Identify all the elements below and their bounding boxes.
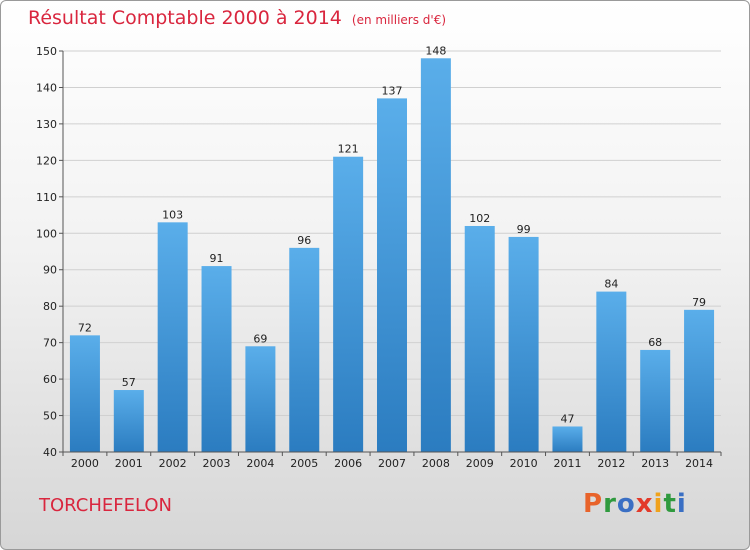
logo-letter: o [616, 489, 636, 519]
value-label: 102 [469, 212, 490, 225]
x-tick-label: 2006 [334, 457, 362, 470]
bar [508, 236, 539, 452]
y-tick-label: 130 [36, 118, 57, 131]
bar [377, 98, 407, 453]
value-label: 57 [122, 376, 136, 389]
y-tick-label: 150 [36, 45, 57, 58]
value-label: 47 [560, 412, 574, 425]
value-label: 121 [338, 143, 359, 156]
value-label: 137 [382, 84, 403, 97]
bar [420, 58, 451, 453]
bar [552, 426, 583, 452]
bar [113, 390, 144, 452]
x-tick-label: 2013 [641, 457, 669, 470]
logo-letter: t [663, 489, 677, 519]
y-tick-label: 110 [36, 191, 57, 204]
value-label: 84 [604, 278, 618, 291]
x-tick-label: 2010 [510, 457, 538, 470]
bar [333, 156, 364, 452]
x-tick-label: 2003 [203, 457, 231, 470]
y-tick-label: 140 [36, 81, 57, 94]
bar [69, 335, 100, 452]
x-tick-label: 2012 [597, 457, 625, 470]
value-label: 91 [210, 252, 224, 265]
x-tick-label: 2011 [553, 457, 581, 470]
logo-letter: i [676, 489, 687, 519]
bar [289, 247, 320, 452]
x-tick-label: 2004 [246, 457, 274, 470]
value-label: 148 [425, 44, 446, 57]
chart-unit-label: (en milliers d'€) [351, 13, 447, 27]
value-label: 79 [692, 296, 706, 309]
value-label: 103 [162, 208, 183, 221]
x-tick-label: 2009 [466, 457, 494, 470]
chart-title: Résultat Comptable 2000 à 2014 (en millie… [28, 7, 446, 29]
logo-letter: r [603, 489, 617, 519]
axes [59, 50, 722, 456]
logo-letter: P [583, 489, 604, 519]
chart-title-text: Résultat Comptable 2000 à 2014 [28, 7, 342, 29]
bars [69, 58, 715, 453]
logo-letter: i [653, 489, 664, 519]
proxiti-logo: Proxiti [583, 489, 687, 519]
value-label: 96 [297, 234, 311, 247]
bar [201, 266, 232, 452]
value-label: 72 [78, 321, 92, 334]
y-tick-label: 100 [36, 227, 57, 240]
y-tick-label: 70 [43, 337, 57, 350]
value-label: 68 [648, 336, 662, 349]
logo-letter: x [635, 489, 654, 519]
y-tick-label: 120 [36, 154, 57, 167]
bar [464, 225, 495, 452]
y-tick-label: 40 [43, 446, 57, 459]
x-tick-label: 2001 [115, 457, 143, 470]
x-tick-label: 2002 [159, 457, 187, 470]
x-tick-label: 2014 [685, 457, 713, 470]
x-tick-label: 2005 [290, 457, 318, 470]
x-tick-label: 2008 [422, 457, 450, 470]
town-name: TORCHEFELON [39, 495, 172, 516]
bar [596, 291, 627, 452]
value-label: 69 [253, 332, 267, 345]
y-tick-label: 80 [43, 300, 57, 313]
x-tick-label: 2007 [378, 457, 406, 470]
value-label: 99 [517, 223, 531, 236]
y-tick-label: 90 [43, 264, 57, 277]
y-tick-label: 60 [43, 373, 57, 386]
labels: 40 50 60 70 80 90 100 110 120 130 140 150 72 2000 57 20… [36, 44, 713, 470]
bar [245, 346, 276, 452]
bar [684, 309, 715, 452]
bar [640, 349, 671, 452]
x-tick-label: 2000 [71, 457, 99, 470]
bar [157, 222, 188, 452]
y-tick-label: 50 [43, 410, 57, 423]
